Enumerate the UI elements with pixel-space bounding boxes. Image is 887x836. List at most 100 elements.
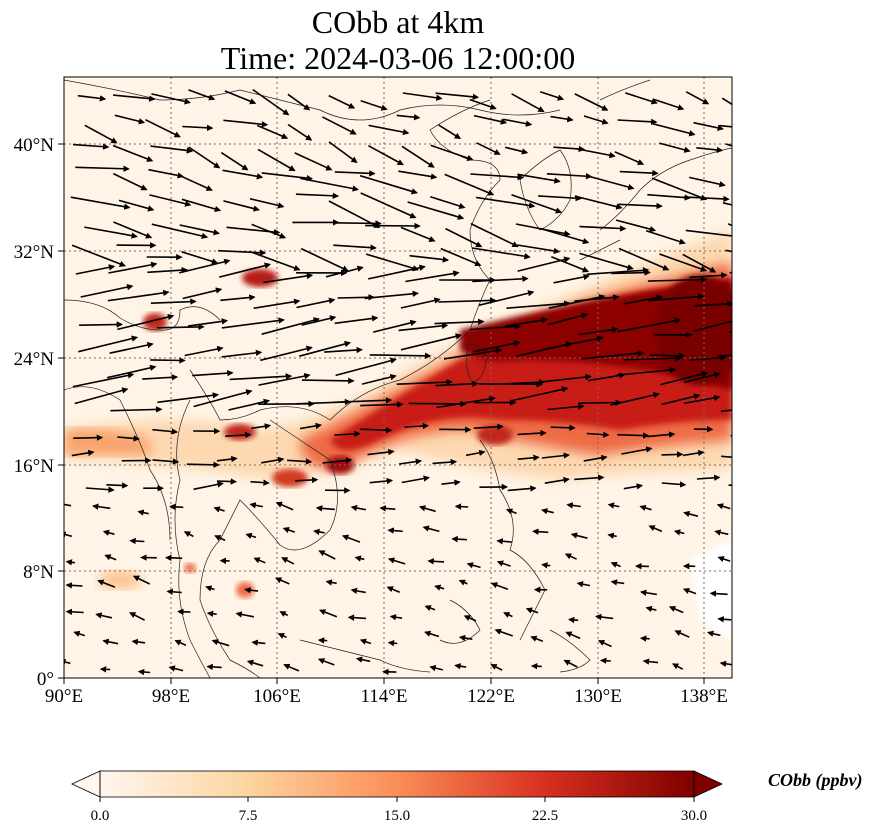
colorbar-gradient — [100, 771, 694, 797]
wind-arrow — [418, 505, 436, 513]
x-tick-label: 138°E — [680, 686, 728, 707]
colorbar-extend-low — [71, 770, 101, 798]
wind-arrow — [578, 326, 619, 336]
wind-arrow — [538, 194, 582, 202]
wind-arrow — [317, 658, 335, 666]
wind-arrow — [359, 638, 372, 645]
wind-arrow — [607, 532, 617, 539]
wind-arrow — [299, 422, 322, 430]
wind-arrow — [299, 340, 352, 357]
wind-arrow — [618, 247, 670, 271]
wind-arrow — [730, 434, 732, 437]
colorbar-label: CObb (ppbv) — [768, 770, 863, 790]
wind-arrow — [517, 454, 540, 461]
wind-arrow — [150, 145, 194, 154]
wind-arrow — [300, 177, 359, 192]
wind-arrow — [640, 589, 657, 596]
colorbar: 0.0 7.5 15.0 22.5 30.0 — [71, 770, 723, 824]
wind-arrow — [583, 454, 608, 462]
wind-arrow — [639, 635, 650, 642]
wind-arrow — [647, 193, 691, 201]
wind-arrow — [660, 370, 709, 386]
wind-arrow — [438, 297, 497, 304]
wind-arrow — [360, 426, 393, 434]
wind-arrow — [169, 503, 184, 511]
wind-arrow — [546, 172, 593, 180]
wind-arrow — [257, 148, 296, 172]
wind-arrow — [685, 229, 732, 237]
wind-arrow — [73, 434, 104, 441]
wind-arrow — [249, 502, 264, 509]
wind-arrow — [223, 119, 269, 128]
wind-arrow — [645, 229, 686, 245]
wind-arrow — [137, 509, 149, 516]
wind-arrow — [424, 630, 440, 638]
wind-arrow — [250, 479, 270, 486]
wind-arrow — [422, 525, 440, 533]
wind-arrow — [186, 461, 220, 468]
wind-arrow — [369, 352, 432, 360]
wind-arrow — [354, 555, 365, 562]
wind-arrow — [106, 364, 157, 379]
wind-arrow — [623, 355, 682, 362]
wind-arrow — [659, 253, 708, 272]
wind-arrow — [221, 349, 263, 358]
wind-arrow — [263, 272, 314, 284]
wind-arrow — [454, 503, 469, 510]
wind-arrow — [586, 431, 610, 438]
wind-arrow — [112, 144, 154, 162]
wind-arrow — [639, 504, 652, 512]
wind-arrow — [517, 244, 561, 255]
wind-arrow — [150, 357, 186, 364]
wind-arrow — [216, 478, 238, 485]
wind-arrow — [275, 577, 290, 585]
wind-arrow — [72, 143, 110, 150]
wind-arrow — [261, 172, 313, 182]
wind-arrow — [540, 227, 590, 245]
colorbar-tick: 15.0 — [384, 808, 410, 824]
wind-arrow — [287, 93, 311, 111]
wind-arrow — [469, 98, 497, 110]
wind-arrow — [490, 663, 503, 671]
wind-arrow — [434, 318, 485, 326]
wind-arrow — [132, 575, 151, 585]
wind-arrow — [360, 401, 404, 408]
wind-arrow — [118, 199, 155, 212]
wind-arrow — [64, 658, 71, 666]
wind-arrow — [490, 582, 509, 591]
wind-arrow — [368, 144, 404, 166]
wind-arrow — [400, 297, 441, 309]
wind-arrow — [595, 613, 614, 621]
wind-arrow — [261, 317, 320, 335]
wind-arrow — [333, 220, 382, 227]
wind-arrow — [732, 171, 772, 176]
wind-arrow — [438, 124, 462, 139]
wind-arrow — [404, 422, 430, 430]
wind-arrow — [509, 386, 569, 402]
wind-arrow — [182, 287, 223, 300]
wind-arrow — [252, 88, 290, 116]
wind-arrow — [478, 290, 535, 307]
wind-arrow — [387, 527, 403, 534]
wind-arrow — [407, 201, 465, 220]
wind-arrow — [256, 124, 289, 140]
wind-arrow — [322, 116, 357, 135]
wind-arrow — [213, 506, 225, 513]
wind-arrow — [617, 317, 682, 333]
wind-arrow — [440, 247, 482, 267]
wind-arrow — [295, 476, 319, 484]
wind-arrow — [511, 93, 545, 113]
wind-arrow — [623, 483, 644, 490]
wind-arrow — [436, 395, 496, 409]
wind-arrow — [71, 449, 95, 457]
wind-arrow — [565, 631, 581, 640]
wind-arrow — [187, 318, 229, 327]
map-title: CObb at 4km — [311, 4, 485, 40]
wind-arrow — [72, 372, 135, 388]
wind-arrow — [470, 222, 519, 248]
wind-arrow — [722, 202, 732, 206]
wind-arrow — [683, 394, 721, 405]
wind-arrow — [610, 579, 625, 586]
wind-arrow — [568, 616, 579, 624]
wind-arrow — [368, 264, 426, 280]
